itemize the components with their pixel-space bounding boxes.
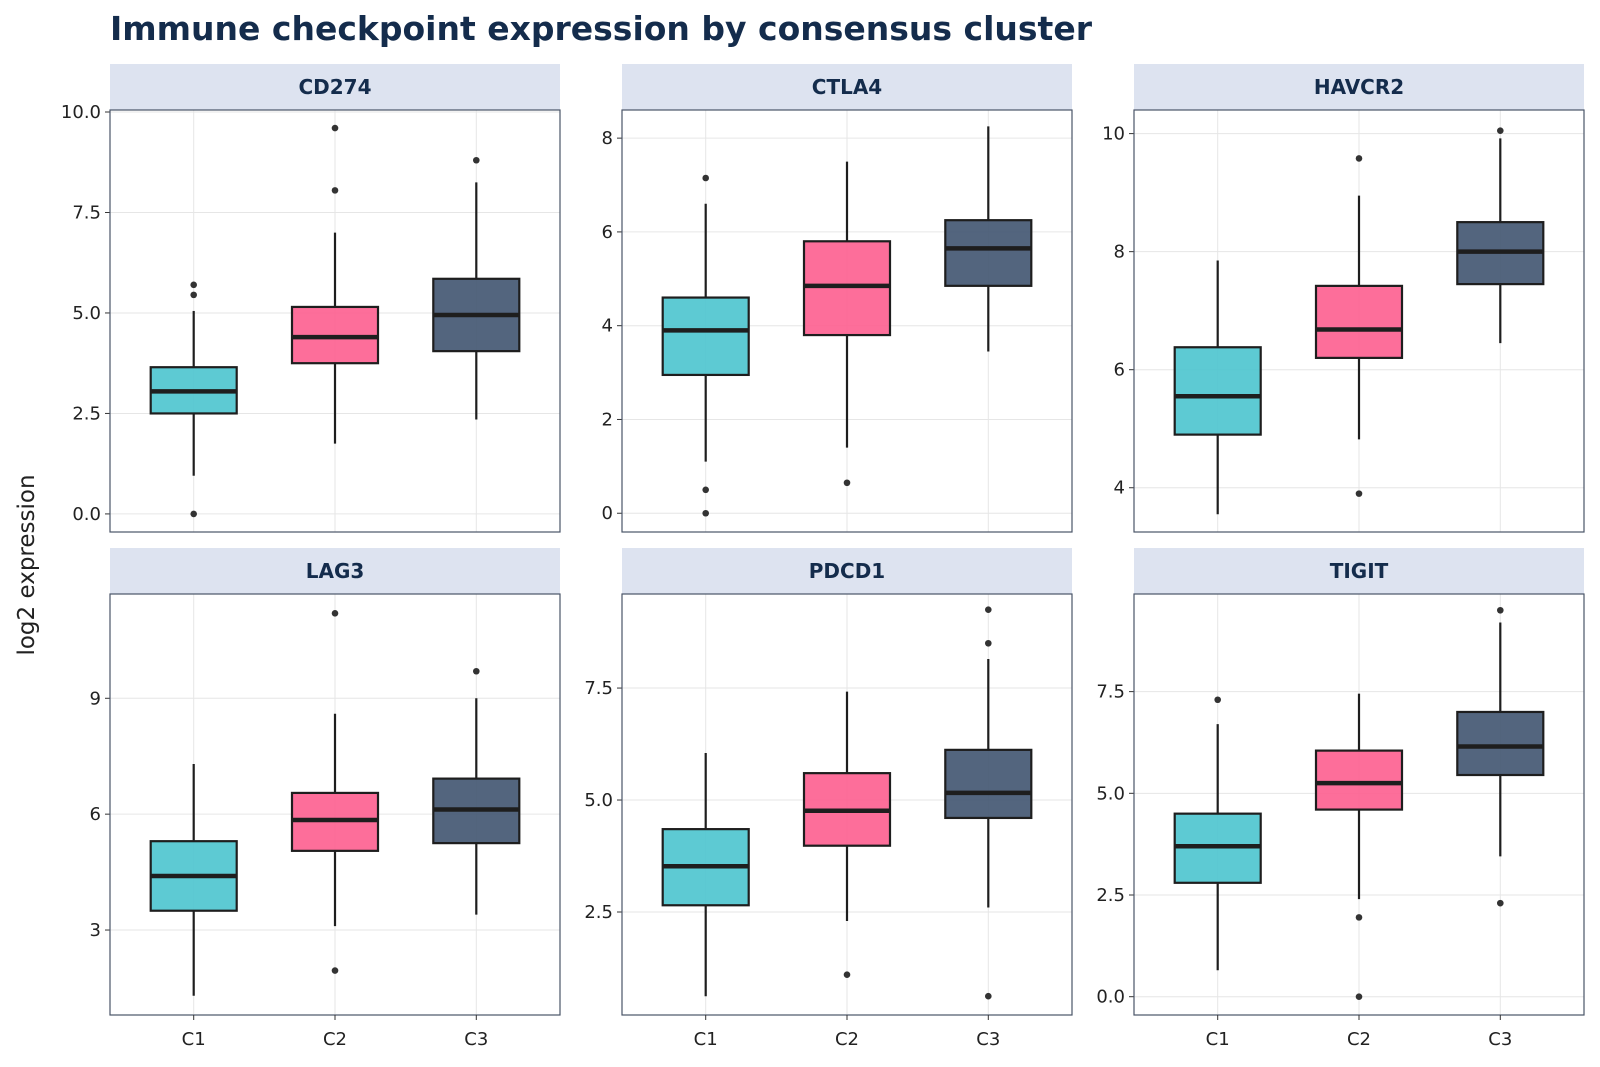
outlier-ctla4-c1-0 [702,174,709,182]
strip-havcr2 [1134,64,1584,110]
strip-label-cd274: CD274 [298,75,371,99]
ytick-label-cd274-2: 5.0 [72,303,101,324]
strip-label-ctla4: CTLA4 [812,75,882,99]
box-ctla4-c2 [802,240,892,337]
outlier-tigit-c2-0 [1355,914,1363,921]
ytick-label-cd274-3: 7.5 [72,202,101,223]
outlier-tigit-c2-1 [1355,993,1363,1000]
ytick-label-cd274-0: 0.0 [72,504,101,525]
box-havcr2-c2 [1314,284,1404,359]
strip-label-havcr2: HAVCR2 [1314,75,1404,99]
panel-pdcd1: PDCD1 2.5 5.0 7.5 C1 C2 C3 [584,548,1073,1050]
ytick-label-pdcd1-0: 2.5 [584,902,613,923]
strip-label-tigit: TIGIT [1330,559,1389,583]
xtick-label-tigit-c1: C1 [1206,1029,1230,1050]
outlier-lag3-c2-1 [331,967,339,974]
strip-tigit [1134,548,1584,594]
outlier-tigit-c3-1 [1497,899,1504,907]
panel-border-havcr2 [1133,109,1585,533]
outlier-pdcd1-c3-2 [985,992,992,1000]
xtick-label-tigit-c3: C3 [1488,1029,1512,1050]
box-havcr2-c1 [1173,346,1262,436]
ytick-label-tigit-1: 2.5 [1096,885,1125,906]
xtick-label-pdcd1-c1: C1 [694,1029,718,1050]
strip-ctla4 [622,64,1072,110]
facet-panels: CD274 0.0 2.5 5.0 7.5 10.0 CTLA4 0 2 4 6 8 HAVCR2 4 6 8… [61,64,1585,1050]
box-ctla4-c3 [944,219,1033,287]
ytick-label-ctla4-3: 6 [602,222,613,243]
outlier-ctla4-c2-0 [843,479,851,487]
strip-pdcd1 [622,548,1072,594]
ytick-label-pdcd1-2: 7.5 [584,678,613,699]
xtick-label-lag3-c2: C2 [323,1029,347,1050]
box-tigit-c3 [1456,710,1545,777]
strip-label-lag3: LAG3 [306,559,365,583]
ytick-label-lag3-1: 6 [90,804,101,825]
strip-label-pdcd1: PDCD1 [809,559,885,583]
ytick-label-havcr2-3: 10 [1102,124,1125,145]
panel-border-ctla4 [621,109,1073,533]
y-axis-label: log2 expression [14,474,40,655]
panel-havcr2: HAVCR2 4 6 8 10 [1102,64,1585,533]
outlier-havcr2-c2-0 [1355,155,1363,162]
xtick-label-pdcd1-c3: C3 [976,1029,1000,1050]
strip-lag3 [110,548,560,594]
box-ctla4-c1 [661,296,750,377]
panel-border-cd274 [109,109,561,533]
ytick-label-ctla4-4: 8 [602,128,613,149]
ytick-label-ctla4-0: 0 [602,503,613,524]
ytick-label-lag3-2: 9 [90,688,101,709]
panel-cd274: CD274 0.0 2.5 5.0 7.5 10.0 [61,64,561,533]
panel-tigit: TIGIT 0.0 2.5 5.0 7.5 C1 C2 C3 [1096,548,1585,1050]
panel-lag3: LAG3 3 6 9 C1 C2 C3 [90,548,561,1050]
outlier-havcr2-c2-1 [1355,490,1363,497]
ytick-label-cd274-4: 10.0 [61,102,101,123]
outlier-cd274-c3-0 [473,156,480,164]
ytick-label-tigit-0: 0.0 [1096,987,1125,1008]
outlier-tigit-c3-0 [1497,606,1504,614]
ytick-label-pdcd1-1: 5.0 [584,790,613,811]
panel-ctla4: CTLA4 0 2 4 6 8 [602,64,1073,533]
outlier-lag3-c3-0 [473,667,480,675]
ytick-label-cd274-1: 2.5 [72,403,101,424]
outlier-havcr2-c3-0 [1497,127,1504,134]
outlier-pdcd1-c3-0 [985,606,992,613]
ytick-label-ctla4-1: 2 [602,409,613,430]
outlier-ctla4-c1-1 [702,486,709,494]
outlier-cd274-c2-0 [331,124,339,132]
chart-title: Immune checkpoint expression by consensu… [110,9,1093,48]
ytick-label-lag3-0: 3 [90,920,101,941]
ytick-label-ctla4-2: 4 [602,316,613,337]
ytick-label-havcr2-2: 8 [1114,242,1125,263]
xtick-label-lag3-c3: C3 [464,1029,488,1050]
ytick-label-tigit-3: 7.5 [1096,682,1125,703]
outlier-ctla4-c1-2 [702,509,709,517]
xtick-label-lag3-c1: C1 [182,1029,206,1050]
xtick-label-pdcd1-c2: C2 [835,1029,859,1050]
outlier-cd274-c1-1 [190,291,197,299]
xtick-label-tigit-c2: C2 [1347,1029,1371,1050]
ytick-label-havcr2-1: 6 [1114,360,1125,381]
ytick-label-havcr2-0: 4 [1114,478,1125,499]
outlier-cd274-c1-0 [190,281,197,289]
outlier-lag3-c2-0 [331,610,339,617]
outlier-cd274-c2-1 [331,187,339,194]
strip-cd274 [110,64,560,110]
outlier-tigit-c1-0 [1214,696,1221,704]
outlier-pdcd1-c3-1 [985,639,992,647]
box-pdcd1-c3 [944,748,1033,820]
outlier-pdcd1-c2-0 [843,971,851,978]
outlier-cd274-c1-2 [190,510,197,518]
box-tigit-c2 [1314,749,1404,811]
ytick-label-tigit-2: 5.0 [1096,783,1125,804]
